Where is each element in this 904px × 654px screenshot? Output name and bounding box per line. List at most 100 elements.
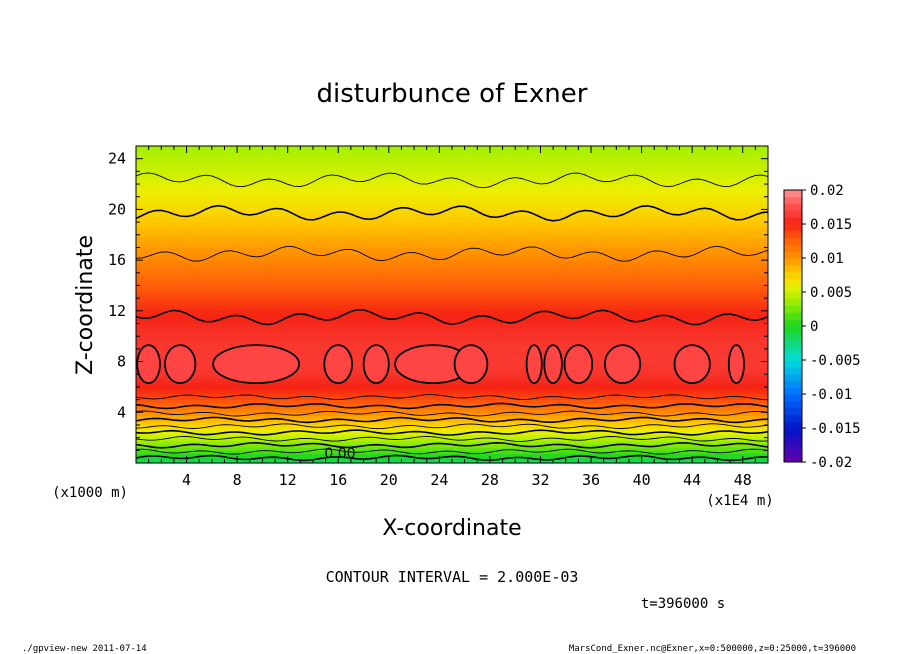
- color-band: [136, 177, 768, 182]
- colorbar-segment: [784, 237, 802, 245]
- color-band: [136, 237, 768, 242]
- colorbar-tick-label: -0.01: [810, 387, 852, 403]
- color-band: [136, 171, 768, 176]
- x-ticks: 4 8 12 16 20 24 28 32 36 40 44 48: [148, 146, 756, 489]
- colorbar-tick-label: -0.005: [810, 353, 861, 369]
- colorbar-segment: [784, 230, 802, 239]
- color-band: [136, 165, 768, 169]
- color-band: [136, 405, 768, 410]
- color-band: [136, 241, 768, 245]
- color-band: [136, 456, 768, 461]
- color-band: [136, 180, 768, 185]
- colorbar-segment: [784, 346, 802, 354]
- color-band: [136, 323, 768, 328]
- closed-contour: [563, 344, 594, 385]
- colorbar-segment: [784, 353, 802, 361]
- contour-line: [135, 416, 769, 424]
- x-tick-label: 32: [531, 471, 549, 489]
- closed-contour: [543, 344, 563, 385]
- color-band: [136, 409, 768, 413]
- color-band: [136, 336, 768, 340]
- y-tick-label: 20: [108, 200, 126, 218]
- color-band: [136, 228, 768, 233]
- color-band: [136, 250, 768, 255]
- y-tick-label: 8: [117, 353, 126, 371]
- color-band: [136, 298, 768, 302]
- colorbar-segment: [784, 448, 802, 456]
- colorbar-segment: [784, 400, 802, 409]
- color-band: [136, 158, 768, 163]
- colorbar-segment: [784, 210, 802, 218]
- colorbar-segment: [784, 292, 802, 300]
- colorbar-segment: [784, 305, 802, 313]
- color-band: [136, 393, 768, 398]
- color-band: [136, 222, 768, 226]
- contour-zero-label: 0.00: [324, 446, 355, 462]
- closed-contour: [603, 344, 642, 385]
- colorbar-segment: [784, 271, 802, 279]
- colorbar-segment: [784, 251, 802, 259]
- x-tick-label: 8: [233, 471, 242, 489]
- color-band: [136, 260, 768, 264]
- color-band: [136, 386, 768, 391]
- colorbar-segment: [784, 366, 802, 375]
- x-tick-label: 36: [582, 471, 600, 489]
- color-band: [136, 199, 768, 204]
- contour-line: [135, 394, 769, 400]
- colorbar-segment: [784, 224, 802, 232]
- contour-line: [135, 423, 769, 430]
- colorbar-segment: [784, 380, 802, 388]
- colorbar-tick-label: 0.01: [810, 251, 844, 267]
- color-band: [136, 307, 768, 312]
- closed-contour: [525, 344, 543, 385]
- color-band: [136, 301, 768, 306]
- color-band: [136, 326, 768, 331]
- colorbar-segment: [784, 326, 802, 334]
- closed-contour: [362, 344, 390, 385]
- color-band: [136, 440, 768, 445]
- colorbar-segment: [784, 360, 802, 368]
- color-band: [136, 390, 768, 394]
- color-band: [136, 275, 768, 280]
- color-band: [136, 247, 768, 252]
- color-band: [136, 342, 768, 347]
- color-band: [136, 190, 768, 195]
- footer-right: MarsCond_Exner.nc@Exner,x=0:500000,z=0:2…: [569, 644, 856, 654]
- color-band: [136, 450, 768, 455]
- x-tick-label: 28: [481, 471, 499, 489]
- chart-title: disturbunce of Exner: [317, 79, 588, 109]
- color-band: [136, 310, 768, 315]
- colorbar-segment: [784, 428, 802, 436]
- color-band: [136, 285, 768, 290]
- color-band: [136, 155, 768, 160]
- contour-line: [135, 172, 769, 189]
- color-band: [136, 418, 768, 423]
- contour-line: [135, 454, 769, 462]
- x-tick-label: 4: [182, 471, 191, 489]
- color-band: [136, 174, 768, 179]
- color-band: [136, 383, 768, 388]
- contour-line: [135, 410, 769, 417]
- color-band: [136, 279, 768, 283]
- color-band: [136, 203, 768, 207]
- y-tick-label: 12: [108, 302, 126, 320]
- y-axis-label: Z-coordinate: [73, 235, 98, 375]
- x-tick-label: 40: [633, 471, 651, 489]
- color-band: [136, 253, 768, 258]
- color-band: [136, 225, 768, 230]
- colorbar-segment: [784, 312, 802, 320]
- color-band: [136, 329, 768, 334]
- color-band: [136, 184, 768, 188]
- color-band: [136, 218, 768, 223]
- color-band: [136, 244, 768, 249]
- colorbar-ticks: 0.02 0.015 0.01 0.005 0 -0.005 -0.01 -0.015 -0.0…: [802, 183, 861, 471]
- contour-line: [135, 448, 769, 455]
- color-band: [136, 320, 768, 325]
- contour-line: [135, 204, 769, 222]
- contour-line: [135, 429, 769, 436]
- color-band: [136, 256, 768, 261]
- closed-contour: [323, 344, 354, 385]
- closed-contour: [453, 344, 489, 385]
- color-band: [136, 304, 768, 309]
